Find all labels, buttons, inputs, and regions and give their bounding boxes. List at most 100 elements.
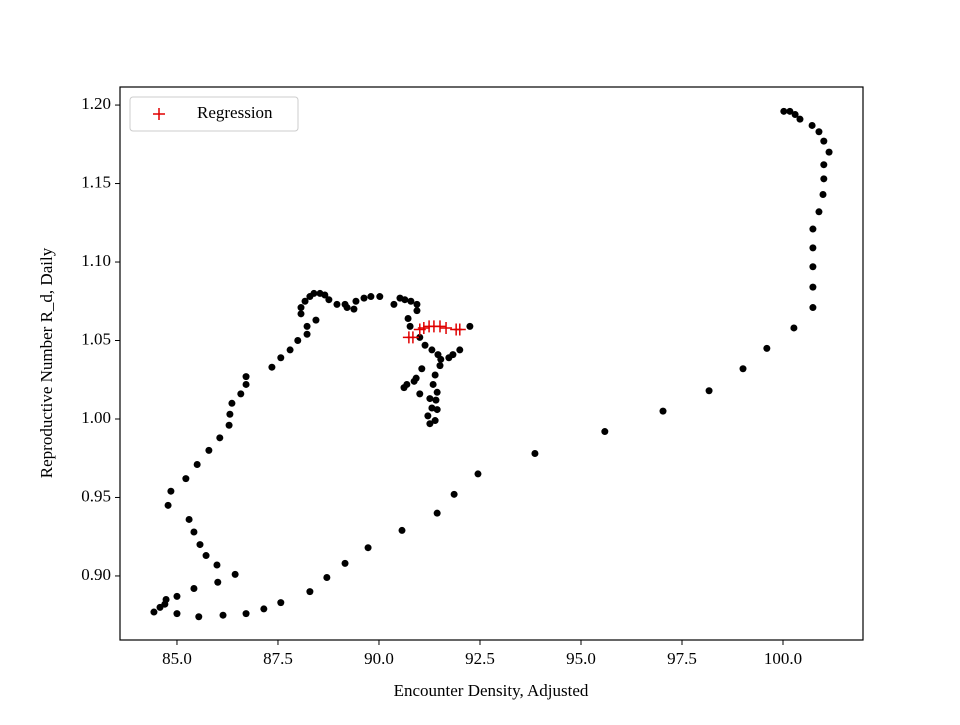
point (333, 300, 341, 308)
point (426, 420, 434, 428)
point (449, 351, 457, 359)
y-tick-label: 0.95 (81, 486, 111, 505)
point (763, 344, 771, 352)
y-tick-label: 1.05 (81, 329, 111, 348)
point (325, 296, 333, 304)
point (416, 390, 424, 398)
point (376, 293, 384, 301)
point (228, 399, 236, 407)
point (450, 490, 458, 498)
point (809, 244, 817, 252)
point (424, 412, 432, 420)
point (303, 330, 311, 338)
point (404, 315, 412, 323)
point (193, 461, 201, 469)
plus-marker (440, 321, 453, 334)
point (601, 428, 609, 436)
x-tick-label: 92.5 (465, 649, 495, 668)
point (150, 608, 158, 616)
plus-marker (417, 321, 430, 334)
point (809, 263, 817, 271)
y-tick-label: 1.20 (81, 94, 111, 113)
point (433, 406, 441, 414)
point (819, 191, 827, 199)
point (237, 390, 245, 398)
point (390, 300, 398, 308)
point (531, 450, 539, 458)
point (790, 324, 798, 332)
point (297, 310, 305, 318)
point (820, 175, 828, 183)
point (195, 613, 203, 621)
point (786, 107, 794, 115)
point (360, 294, 368, 302)
x-tick-label: 87.5 (263, 649, 293, 668)
plus-marker (406, 331, 419, 344)
point (268, 363, 276, 371)
point (820, 137, 828, 145)
point (225, 421, 233, 429)
point (323, 574, 331, 582)
point (428, 404, 436, 412)
x-tick-label: 95.0 (566, 649, 596, 668)
point (416, 333, 424, 341)
point (406, 322, 414, 330)
plus-marker (433, 320, 446, 333)
x-axis-label: Encounter Density, Adjusted (394, 681, 589, 700)
point (321, 291, 329, 299)
point (825, 148, 833, 156)
x-tick-label: 100.0 (764, 649, 802, 668)
point (437, 355, 445, 363)
y-tick-label: 0.90 (81, 565, 111, 584)
point (474, 470, 482, 478)
legend-box (129, 96, 299, 132)
point (429, 380, 437, 388)
point (431, 371, 439, 379)
point (808, 121, 816, 129)
point (164, 501, 172, 509)
plus-marker (453, 323, 466, 336)
point (739, 365, 747, 373)
point (294, 337, 302, 345)
plot-frame (119, 86, 864, 641)
y-tick-label: 1.00 (81, 408, 111, 427)
point (297, 304, 305, 312)
point (433, 388, 441, 396)
point (791, 110, 799, 118)
point (185, 515, 193, 523)
y-tick-label: 1.10 (81, 251, 111, 270)
point (310, 289, 318, 297)
point (433, 509, 441, 517)
point (343, 304, 351, 312)
point (796, 115, 804, 123)
point (162, 596, 170, 604)
point (466, 322, 474, 330)
point (413, 307, 421, 315)
point (196, 541, 204, 549)
point (190, 585, 198, 593)
y-axis-label: Reproductive Number R_d, Daily (37, 247, 56, 478)
point (202, 552, 210, 560)
point (167, 487, 175, 495)
point (815, 208, 823, 216)
point (456, 346, 464, 354)
point (260, 605, 268, 613)
point (242, 373, 250, 381)
point (277, 599, 285, 607)
point (242, 610, 250, 618)
point (277, 354, 285, 362)
point (216, 434, 224, 442)
point (809, 304, 817, 312)
point (242, 380, 250, 388)
point (809, 283, 817, 291)
point (213, 561, 221, 569)
point (306, 588, 314, 596)
point (421, 341, 429, 349)
point (182, 475, 190, 483)
point (352, 297, 360, 305)
point (303, 322, 311, 330)
point (364, 544, 372, 552)
y-tick-label: 1.15 (81, 172, 111, 191)
point (413, 300, 421, 308)
